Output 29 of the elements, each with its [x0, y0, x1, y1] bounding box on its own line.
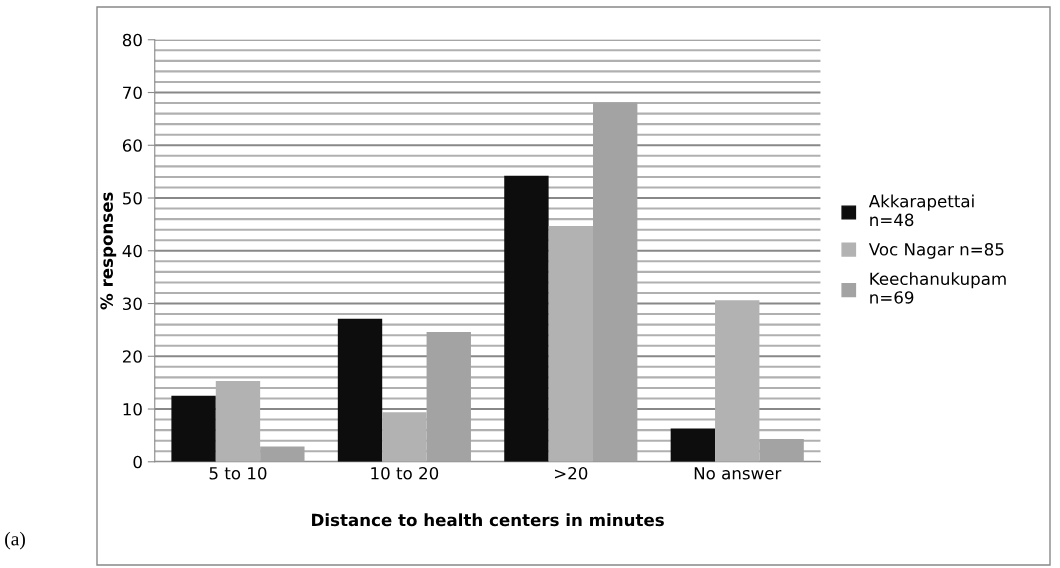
y-tick-label: 20: [122, 350, 142, 363]
x-tick-label: No answer: [694, 467, 782, 480]
y-tick-label: 60: [122, 139, 142, 152]
y-tick-label: 30: [123, 297, 142, 311]
bar: [171, 395, 216, 462]
legend-label: Akkarapettai n=48: [868, 194, 974, 227]
bar: [382, 412, 427, 462]
bar: [426, 332, 471, 462]
x-tick-label: 5 to 10: [209, 466, 267, 480]
y-tick-label: 70: [123, 86, 142, 100]
bar: [759, 439, 804, 462]
bar: [260, 446, 305, 462]
y-tick-label: 10: [123, 402, 142, 416]
x-axis-title: Distance to health centers in minutes: [312, 513, 664, 527]
bar: [548, 225, 593, 462]
x-tick-label: 10 to 20: [371, 466, 439, 480]
bar: [504, 175, 549, 462]
bar: [670, 428, 716, 462]
y-tick-label: 50: [123, 191, 142, 205]
x-tick-label: >20: [554, 466, 588, 480]
text: (a): [5, 531, 25, 550]
legend-label: Voc Nagar n=85: [868, 243, 1004, 259]
y-tick-label: 80: [122, 33, 142, 47]
legend-label: Keechanukupam n=69: [870, 272, 1006, 304]
y-tick-label: 0: [133, 455, 142, 469]
y-tick-label: 40: [122, 244, 142, 258]
bar: [337, 318, 383, 462]
bar: [593, 102, 638, 462]
y-axis-title: % responses: [100, 192, 117, 310]
